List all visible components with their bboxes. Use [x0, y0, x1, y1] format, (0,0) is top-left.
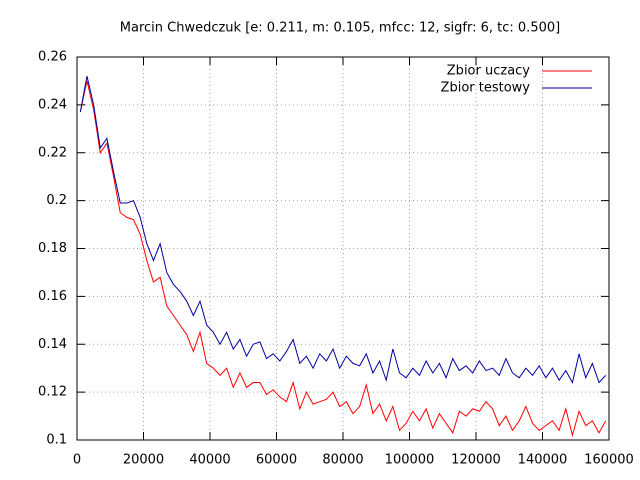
legend-label: Zbior testowy	[441, 81, 531, 96]
legend-label: Zbior uczacy	[447, 64, 531, 79]
y-tick-label: 0.12	[38, 385, 67, 400]
chart-title: Marcin Chwedczuk [e: 0.211, m: 0.105, mf…	[120, 21, 560, 36]
y-tick-label: 0.26	[38, 50, 67, 65]
x-tick-label: 160000	[584, 453, 634, 468]
series-line	[79, 80, 607, 438]
y-tick-label: 0.24	[38, 97, 67, 112]
x-tick-label: 40000	[189, 453, 230, 468]
series-line	[79, 76, 607, 384]
plot-border	[76, 56, 610, 441]
y-tick-label: 0.22	[38, 145, 67, 160]
y-tick-label: 0.2	[46, 193, 67, 208]
x-tick-label: 100000	[385, 453, 435, 468]
x-tick-label: 140000	[518, 453, 568, 468]
x-tick-label: 120000	[451, 453, 501, 468]
x-tick-label: 20000	[123, 453, 164, 468]
y-tick-label: 0.1	[46, 433, 67, 448]
y-tick-label: 0.16	[38, 289, 67, 304]
y-tick-label: 0.14	[38, 337, 67, 352]
x-tick-label: 60000	[256, 453, 297, 468]
y-tick-label: 0.18	[38, 241, 67, 256]
x-tick-label: 80000	[322, 453, 363, 468]
x-tick-label: 0	[73, 453, 81, 468]
